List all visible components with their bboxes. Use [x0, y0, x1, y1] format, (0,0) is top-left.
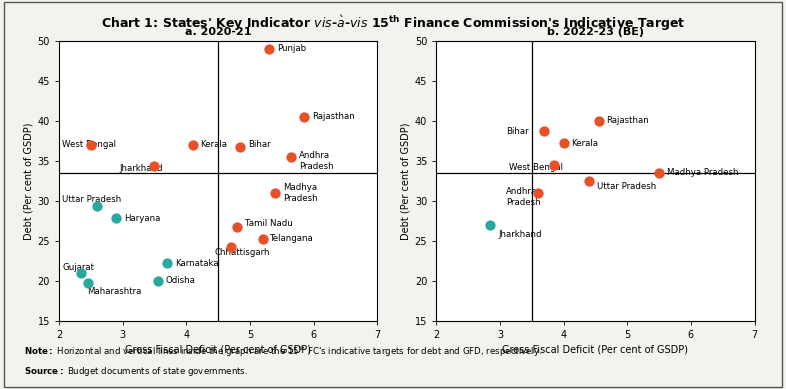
Text: Karnataka: Karnataka — [174, 259, 219, 268]
Point — [152, 278, 164, 284]
Title: b. 2022-23 (BE): b. 2022-23 (BE) — [547, 27, 644, 37]
Text: Haryana: Haryana — [124, 214, 160, 223]
Y-axis label: Debt (Per cent of GSDP): Debt (Per cent of GSDP) — [24, 122, 33, 240]
Text: $\bf{Source:}$ Budget documents of state governments.: $\bf{Source:}$ Budget documents of state… — [24, 365, 248, 378]
Text: Telangana: Telangana — [270, 234, 314, 243]
Point — [84, 142, 97, 148]
Text: Madhya
Pradesh: Madhya Pradesh — [283, 183, 318, 203]
Point — [532, 190, 545, 196]
Point — [231, 224, 244, 230]
Text: Kerala: Kerala — [200, 140, 227, 149]
Text: Punjab: Punjab — [277, 44, 306, 53]
Text: Jharkhand: Jharkhand — [119, 165, 163, 173]
Point — [593, 118, 605, 124]
Text: $\bf{Note:}$ Horizontal and vertical lines inside the graph are the 15$^{\mathre: $\bf{Note:}$ Horizontal and vertical lin… — [24, 344, 542, 359]
Text: Rajasthan: Rajasthan — [606, 116, 649, 125]
X-axis label: Gross Fiscal Deficit (Per cent of GSDP): Gross Fiscal Deficit (Per cent of GSDP) — [502, 344, 689, 354]
Point — [263, 46, 275, 52]
Point — [653, 170, 666, 176]
Text: Kerala: Kerala — [571, 139, 598, 148]
Point — [484, 222, 497, 228]
Point — [110, 216, 123, 222]
Text: Maharashtra: Maharashtra — [87, 287, 142, 296]
Text: Gujarat: Gujarat — [62, 263, 94, 272]
Point — [298, 114, 310, 120]
Text: Bihar: Bihar — [506, 127, 529, 136]
Point — [75, 270, 87, 276]
Point — [225, 244, 237, 250]
Text: Chart 1: States' Key Indicator $\it{vis}$-$\it{\`{a}}$-$\it{vis}$ 15$^{\mathregu: Chart 1: States' Key Indicator $\it{vis}… — [101, 14, 685, 33]
Text: West Bengal: West Bengal — [509, 163, 564, 172]
Point — [234, 144, 247, 151]
Text: Uttar Pradesh: Uttar Pradesh — [589, 181, 656, 191]
Point — [285, 154, 298, 160]
Point — [91, 203, 104, 210]
Point — [538, 128, 551, 134]
Text: Andhra
Pradesh: Andhra Pradesh — [299, 151, 333, 171]
X-axis label: Gross Fiscal Deficit (Per cent of GSDP): Gross Fiscal Deficit (Per cent of GSDP) — [125, 344, 311, 354]
Point — [557, 140, 570, 146]
Point — [149, 163, 161, 170]
Text: Odisha: Odisha — [165, 277, 195, 286]
Text: Jharkhand: Jharkhand — [498, 230, 542, 239]
Text: Uttar Pradesh: Uttar Pradesh — [62, 195, 121, 204]
Point — [269, 190, 281, 196]
Point — [81, 280, 94, 286]
Title: a. 2020-21: a. 2020-21 — [185, 27, 252, 37]
Point — [161, 260, 174, 266]
Point — [256, 235, 269, 242]
Point — [548, 162, 560, 168]
Point — [582, 178, 595, 184]
Text: West Bengal: West Bengal — [62, 140, 116, 149]
Text: Rajasthan: Rajasthan — [312, 112, 354, 121]
Text: Madhya Pradesh: Madhya Pradesh — [667, 168, 738, 177]
Text: Bihar: Bihar — [241, 140, 270, 149]
Text: Chhattisgarh: Chhattisgarh — [215, 249, 270, 258]
Text: Tamil Nadu: Tamil Nadu — [237, 219, 292, 228]
Text: Andhra
Pradesh: Andhra Pradesh — [506, 187, 541, 207]
Y-axis label: Debt (Per cent of GSDP): Debt (Per cent of GSDP) — [401, 122, 410, 240]
Point — [186, 142, 199, 148]
